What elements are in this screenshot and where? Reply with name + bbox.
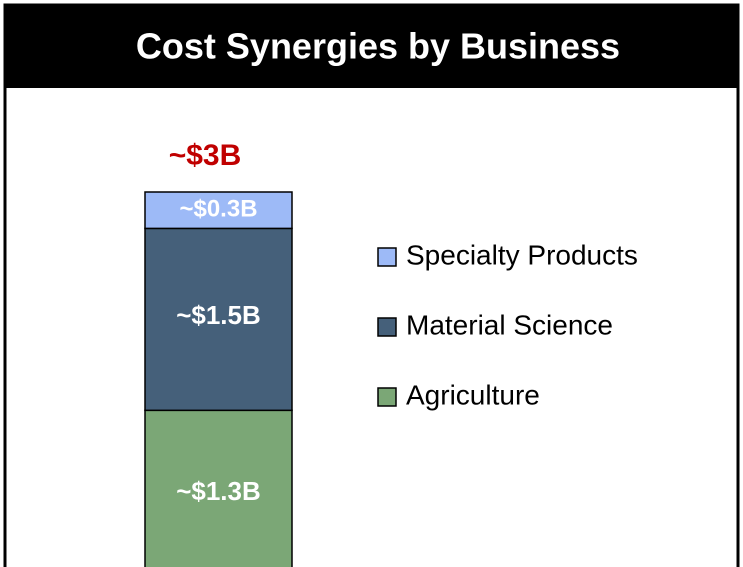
title-bar	[5, 5, 738, 88]
legend-swatch	[377, 387, 397, 407]
legend-swatch	[377, 317, 397, 337]
data-label: ~$0.3B	[179, 196, 257, 223]
chart-title: Cost Synergies by Business	[136, 26, 620, 67]
legend-label: Specialty Products	[406, 239, 638, 270]
legend-label: Agriculture	[406, 379, 540, 410]
data-label: ~$1.3B	[176, 476, 261, 506]
bar-segment	[144, 409, 293, 567]
bar-segment	[144, 191, 293, 230]
bar-segment	[144, 227, 293, 412]
frame	[3, 3, 740, 567]
data-label: ~$1.5B	[176, 300, 261, 330]
total-label: ~$3B	[169, 139, 242, 172]
legend-label: Material Science	[406, 309, 613, 340]
legend-swatch	[377, 247, 397, 267]
